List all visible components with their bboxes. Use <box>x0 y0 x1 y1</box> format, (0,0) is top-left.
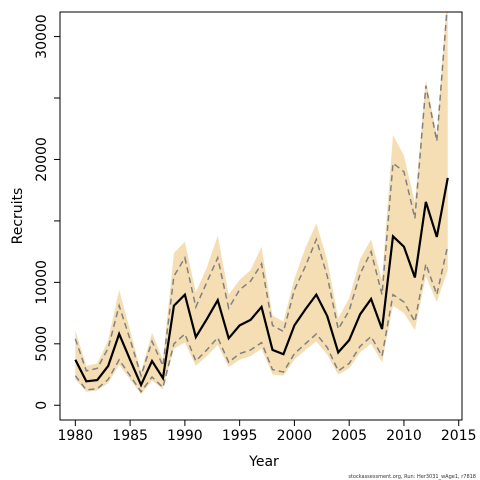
plot-frame <box>59 11 463 421</box>
x-tick-label: 1985 <box>112 428 148 444</box>
x-axis-label: Year <box>248 454 279 470</box>
x-tick-label: 1995 <box>222 428 258 444</box>
interval-line <box>74 12 448 379</box>
y-tick-label: 0 <box>34 401 50 410</box>
x-tick-label: 2000 <box>277 428 313 444</box>
x-tick-label: 1980 <box>58 428 94 444</box>
x-tick-label: 1990 <box>167 428 203 444</box>
interval-line <box>74 245 449 394</box>
y-tick-label: 20000 <box>34 137 50 182</box>
y-tick-label: 10000 <box>34 260 50 305</box>
y-tick-label: 5000 <box>34 326 50 362</box>
x-tick-label: 2010 <box>386 428 422 444</box>
confidence-band <box>75 12 448 395</box>
y-tick-label: 30000 <box>34 14 50 59</box>
y-axis-label: Recruits <box>10 188 26 245</box>
x-tick-label: 2005 <box>331 428 367 444</box>
estimate-line <box>74 177 449 388</box>
caption: stockassessment.org, Run: Her3031_wAge1,… <box>348 474 476 480</box>
x-tick-label: 2015 <box>441 428 477 444</box>
plot-area <box>74 12 449 395</box>
